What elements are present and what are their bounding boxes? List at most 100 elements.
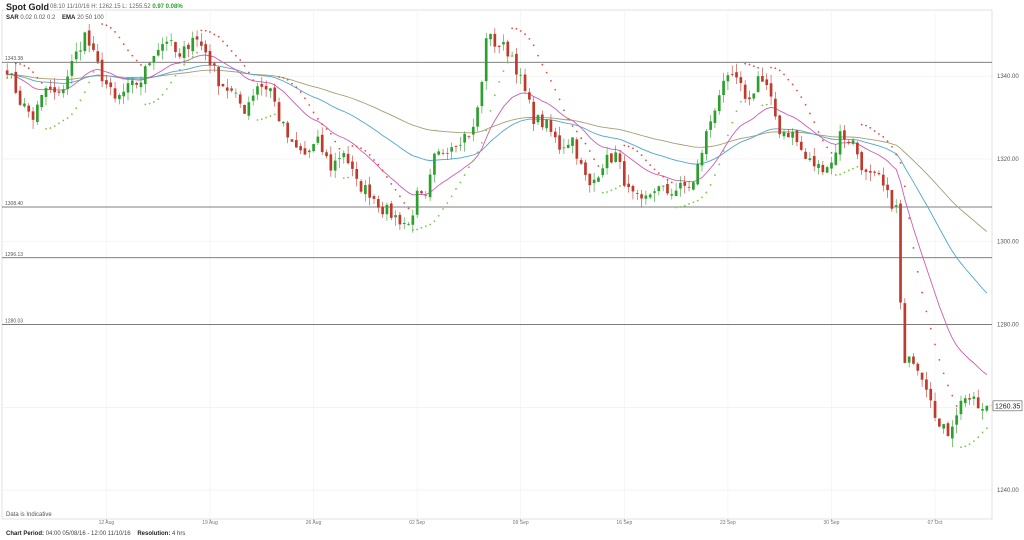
sar-dot xyxy=(269,115,272,117)
candle xyxy=(450,142,454,160)
candle-body xyxy=(260,83,264,87)
candle xyxy=(812,147,816,172)
candle xyxy=(933,392,937,422)
candle-body xyxy=(23,103,26,107)
sar-dot xyxy=(256,119,259,121)
candle xyxy=(260,76,264,96)
sar-dot xyxy=(852,167,854,170)
sar-dot xyxy=(938,358,941,361)
candle xyxy=(856,141,859,160)
candle xyxy=(743,80,747,103)
candle-body xyxy=(57,91,61,93)
sar-dot xyxy=(390,183,393,185)
candle-body xyxy=(700,152,704,166)
candle-body xyxy=(830,162,833,169)
candle-body xyxy=(955,415,958,425)
candle-body xyxy=(174,42,177,53)
sar-dot xyxy=(778,69,781,72)
candle-body xyxy=(618,153,622,163)
sar-dot xyxy=(752,65,755,68)
candle xyxy=(782,129,786,140)
sar-dot xyxy=(114,30,116,33)
candle-body xyxy=(506,41,510,57)
candle-body xyxy=(109,82,113,88)
candle xyxy=(372,194,376,204)
candle-body xyxy=(925,379,928,390)
candle xyxy=(765,73,769,91)
sar-dot xyxy=(610,189,613,192)
candle-body xyxy=(79,50,82,52)
candle xyxy=(950,420,954,448)
candle-body xyxy=(118,94,121,100)
sar-dot xyxy=(433,220,436,223)
sar-dot xyxy=(903,185,906,188)
candle xyxy=(968,393,971,405)
candle-body xyxy=(799,141,803,150)
candle-body xyxy=(251,95,255,101)
sar-dot xyxy=(705,191,708,194)
candle-body xyxy=(972,396,976,399)
candle xyxy=(200,33,203,51)
candle xyxy=(955,407,958,434)
sar-dot xyxy=(386,176,388,178)
candle xyxy=(864,168,868,181)
sar-dot xyxy=(804,103,807,106)
sar-dot xyxy=(157,98,160,101)
candle xyxy=(799,136,803,152)
sar-dot xyxy=(519,30,522,32)
candle-body xyxy=(105,80,108,85)
candle xyxy=(528,88,531,104)
candle xyxy=(484,33,488,90)
candle-body xyxy=(808,158,812,160)
sar-dot xyxy=(468,166,470,169)
candle-body xyxy=(968,398,971,400)
sar-dot xyxy=(511,27,514,30)
candle xyxy=(385,202,389,221)
candle xyxy=(463,131,466,152)
candle-body xyxy=(36,104,39,122)
candle xyxy=(657,185,661,196)
candle-body xyxy=(566,144,570,148)
candle-body xyxy=(44,88,48,97)
candle-body xyxy=(437,151,441,155)
candle-body xyxy=(825,167,829,173)
candle-body xyxy=(299,146,302,151)
candle-body xyxy=(66,76,69,89)
candle-body xyxy=(843,130,846,140)
sar-dot xyxy=(964,445,967,448)
sar-dot xyxy=(813,121,816,124)
quote-change: 0.97 0.08% xyxy=(152,4,183,10)
sar-dot xyxy=(476,151,479,154)
candle xyxy=(130,77,134,94)
sar-dot xyxy=(502,70,505,73)
sar-dot xyxy=(347,176,350,179)
candle-body xyxy=(230,88,233,91)
candle-body xyxy=(592,179,596,184)
candle xyxy=(467,135,471,140)
candle xyxy=(717,89,721,115)
sar-dot xyxy=(692,201,695,204)
sar-dot xyxy=(226,44,229,47)
candle-body xyxy=(135,82,138,85)
sar-dot xyxy=(122,43,125,46)
candle xyxy=(74,42,78,64)
sar-dot xyxy=(847,169,850,172)
candle-body xyxy=(40,94,44,108)
sar-dot xyxy=(230,50,233,52)
candle xyxy=(830,156,833,175)
sar-dot xyxy=(826,146,829,149)
sar-dot xyxy=(537,54,539,57)
candle-body xyxy=(165,41,169,44)
candle xyxy=(653,188,656,202)
indicator-legend[interactable]: SAR 0.02 0.02 0.2 EMA 20 50 100 xyxy=(6,15,104,21)
data-indicative-note: Data is Indicative xyxy=(6,512,52,518)
y-tick-label: 1240.00 xyxy=(997,488,1019,494)
candle xyxy=(299,143,302,154)
candle-body xyxy=(950,426,954,439)
candle-body xyxy=(804,151,807,159)
sar-dot xyxy=(273,113,276,116)
candle-body xyxy=(864,169,868,172)
candle-body xyxy=(597,177,600,182)
sar-dot xyxy=(808,112,811,115)
